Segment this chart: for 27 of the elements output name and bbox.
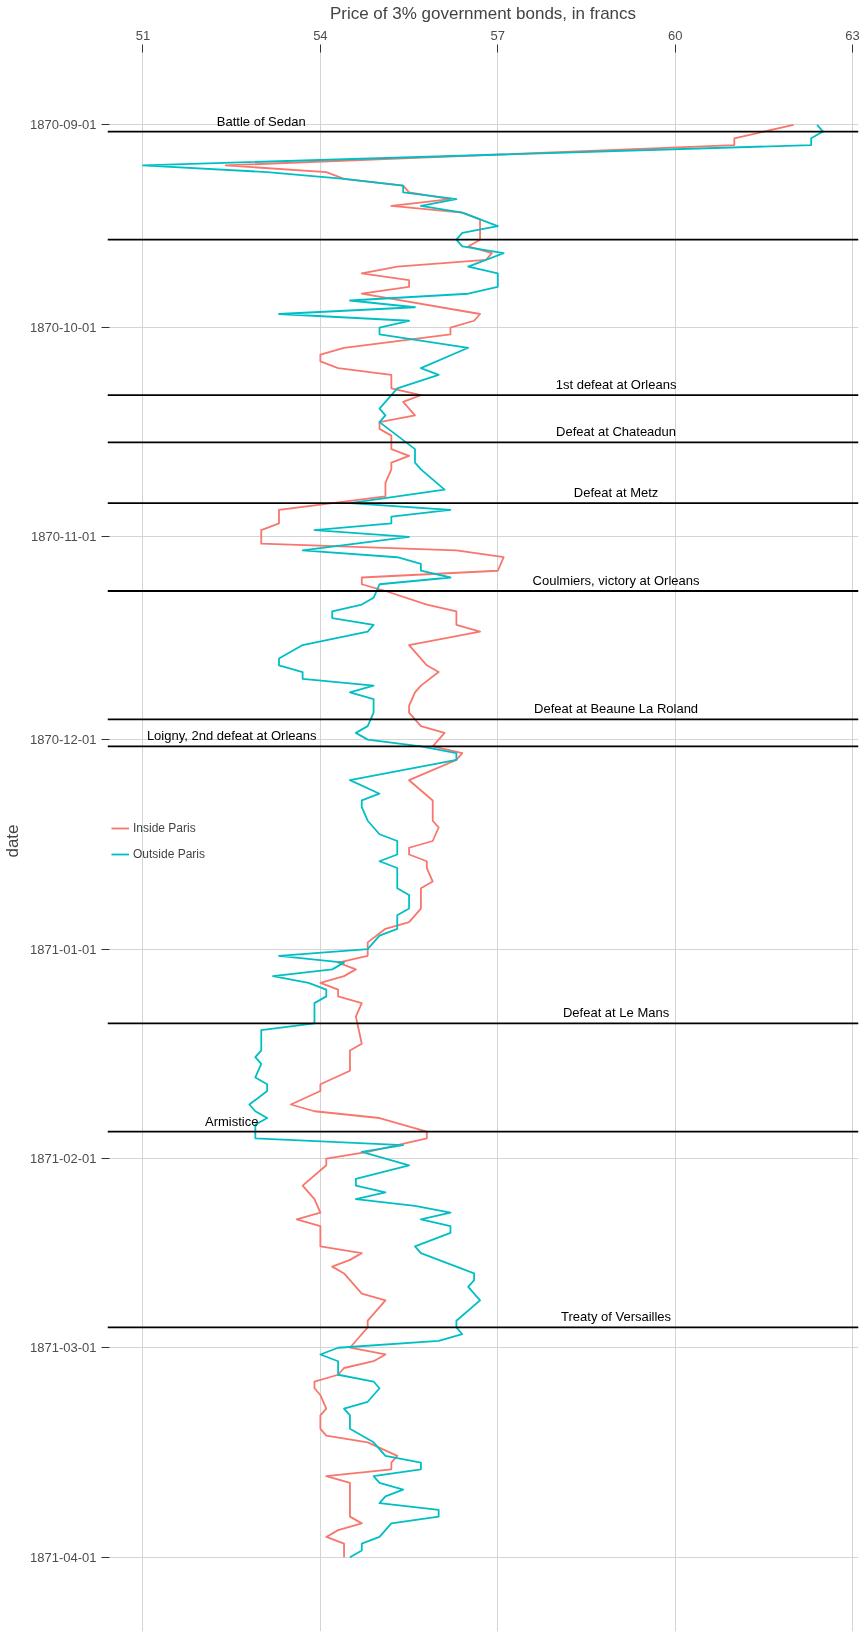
annotation: Loigny, 2nd defeat at Orleans <box>146 728 317 744</box>
annotation: 1st defeat at Orleans <box>555 377 677 393</box>
annotation: Treaty of Versailles <box>561 1309 672 1325</box>
x-tick-label: 51 <box>135 27 151 43</box>
x-tick-label: 57 <box>490 27 506 43</box>
annotation: Defeat at Metz <box>573 485 659 501</box>
y-tick-label: 1871-01-01 <box>30 941 97 957</box>
annotation: Coulmiers, victory at Orleans <box>532 573 700 589</box>
x-tick-label: 63 <box>845 27 860 43</box>
legend-label: Outside Paris <box>133 846 206 861</box>
x-tick-label: 54 <box>313 27 328 43</box>
y-tick-label: 1870-12-01 <box>30 732 97 748</box>
annotation: Defeat at Beaune La Roland <box>534 701 699 717</box>
annotation: Battle of Sedan <box>216 113 306 129</box>
y-tick-label: 1871-02-01 <box>30 1151 97 1167</box>
annotation: Armistice <box>204 1113 259 1129</box>
annotation: Defeat at Chateadun <box>556 424 677 440</box>
y-tick-label: 1871-04-01 <box>30 1549 97 1565</box>
y-tick-label: 1870-11-01 <box>30 529 97 545</box>
legend-label: Inside Paris <box>133 820 196 835</box>
x-tick-label: 60 <box>667 27 683 43</box>
y-tick-label: 1870-10-01 <box>30 320 97 336</box>
x-axis-title: Price of 3% government bonds, in francs <box>329 3 637 23</box>
y-tick-label: 1871-03-01 <box>30 1340 97 1356</box>
y-tick-label: 1870-09-01 <box>30 117 97 133</box>
annotation: Defeat at Le Mans <box>562 1005 670 1021</box>
y-axis-title: date <box>3 824 22 858</box>
